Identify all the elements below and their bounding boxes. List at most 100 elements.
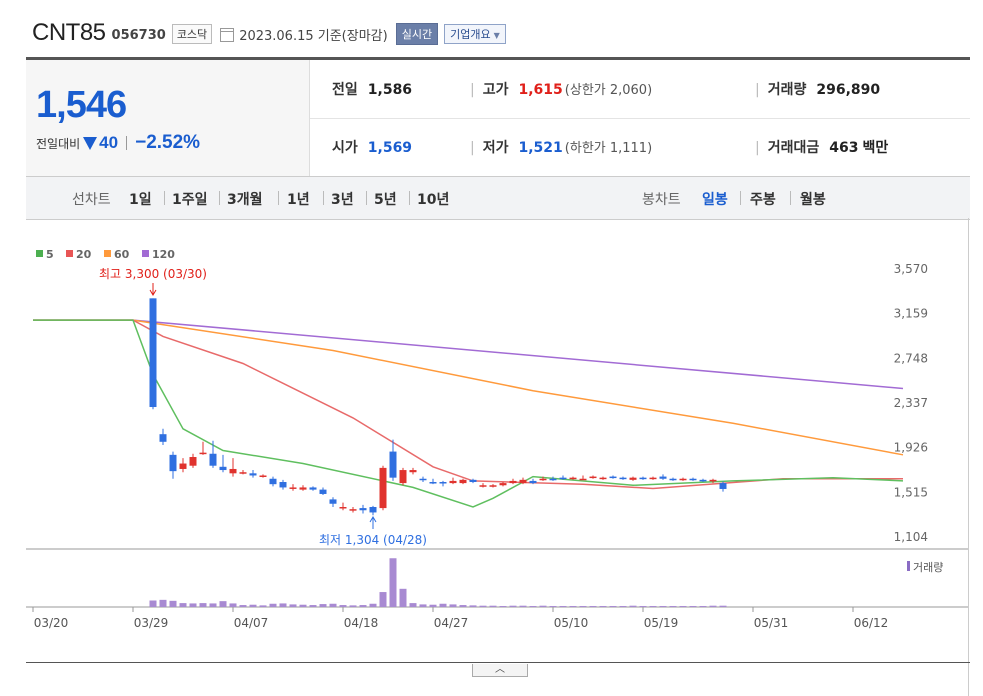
stock-name: CNT85 (32, 19, 106, 46)
candle-body (569, 477, 577, 480)
chevron-up-icon: ︿ (495, 664, 505, 675)
period-divider (278, 191, 279, 205)
collapse-toggle-button[interactable]: ︿ (472, 664, 528, 677)
candle-body (489, 485, 497, 487)
volume-bar (339, 605, 347, 607)
candle-body (209, 453, 217, 466)
period-divider (219, 191, 220, 205)
candle-body (459, 479, 467, 484)
trade-value-label: 거래대금 (767, 140, 820, 156)
candle-body (619, 477, 627, 480)
candle-body (329, 499, 337, 504)
candle-body (159, 434, 167, 442)
candle-body (169, 454, 177, 472)
period-divider (164, 191, 165, 205)
volume-bar (619, 606, 627, 607)
candle-body (499, 483, 507, 486)
volume-value: 296,890 (816, 82, 881, 98)
realtime-button[interactable]: 실시간 (395, 23, 439, 45)
legend-swatch (36, 250, 43, 257)
candle-body (479, 485, 487, 487)
volume-bar (539, 605, 547, 607)
stock-code: 056730 (111, 27, 166, 43)
period-1w[interactable]: 1주일 (172, 192, 208, 208)
period-monthly[interactable]: 월봉 (800, 192, 826, 208)
caret-down-icon: ▼ (493, 31, 500, 40)
candle-body (409, 470, 417, 473)
y-tick-label: 1,104 (894, 530, 928, 544)
candle-body (349, 509, 357, 511)
candle-body (449, 480, 457, 484)
period-1y[interactable]: 1년 (287, 192, 310, 208)
period-3m[interactable]: 3개월 (227, 192, 263, 208)
volume-bar (199, 603, 207, 607)
volume-bar (699, 606, 707, 607)
trade-value-unit: 백만 (862, 140, 889, 156)
low-label: 저가 (482, 140, 509, 156)
period-5y[interactable]: 5년 (374, 192, 397, 208)
volume-bar (629, 605, 637, 607)
x-tick-label: 04/18 (344, 616, 379, 630)
period-3y[interactable]: 3년 (331, 192, 354, 208)
period-weekly[interactable]: 주봉 (750, 192, 776, 208)
volume-bar (209, 603, 217, 607)
volume-bar (419, 604, 427, 607)
volume-bar (239, 605, 247, 607)
period-bar: 선차트 1일 1주일 3개월 1년 3년 5년 10년 봉차트 일봉 주봉 월봉 (26, 176, 970, 220)
candle-body (269, 478, 277, 485)
volume-label: 거래량 (913, 561, 943, 574)
candle-body (439, 482, 447, 484)
volume-bar (569, 606, 577, 607)
trade-value-amount: 463 (829, 140, 859, 156)
volume-bar (469, 605, 477, 607)
period-10y[interactable]: 10년 (417, 192, 450, 208)
candle-body (389, 451, 397, 478)
volume: | 거래량 296,890 (755, 79, 880, 99)
down-triangle-icon (83, 136, 98, 150)
volume-bar (219, 601, 227, 607)
price-change: 전일대비 40 −2.52% (36, 132, 200, 154)
market-badge: 코스닥 (171, 24, 213, 44)
high-label: 고가 (482, 82, 509, 98)
x-tick-label: 05/19 (644, 616, 679, 630)
volume-bar (309, 605, 317, 607)
volume-bar (249, 604, 257, 607)
candle-body (649, 477, 657, 480)
candle-body (519, 479, 527, 484)
volume-bar (519, 605, 527, 607)
candle-body (609, 476, 617, 479)
pipe-divider: | (755, 140, 760, 156)
volume-bar (299, 604, 307, 607)
company-overview-button[interactable]: 기업개요 ▼ (444, 24, 506, 44)
change-separator (126, 136, 128, 150)
ma-line-20 (33, 319, 903, 490)
x-tick-label: 03/20 (34, 616, 69, 630)
volume-bar (599, 606, 607, 607)
volume-bar (369, 603, 377, 607)
volume-bar (719, 605, 727, 607)
volume-bar (409, 603, 417, 607)
candle-body (289, 487, 297, 489)
period-1d[interactable]: 1일 (129, 192, 152, 208)
volume-bar (649, 606, 657, 607)
x-tick-label: 03/29 (134, 616, 169, 630)
prev-close-label: 전일 (332, 82, 358, 98)
legend-swatch (142, 250, 149, 257)
legend-swatch (66, 250, 73, 257)
calendar-icon (220, 27, 235, 42)
period-daily[interactable]: 일봉 (702, 192, 728, 208)
pipe-divider: | (755, 82, 760, 98)
arrow-down-icon (149, 289, 157, 296)
volume-label: 거래량 (767, 82, 807, 98)
lower-limit: (하한가 1,111) (564, 141, 653, 156)
candle-chart-label: 봉차트 (642, 192, 681, 208)
upper-limit: (상한가 2,060) (564, 83, 653, 98)
top-divider (26, 57, 970, 60)
volume-bar (679, 606, 687, 607)
period-divider (323, 191, 324, 205)
volume-bar (289, 604, 297, 607)
candle-body (419, 478, 427, 481)
annotation-high: 최고 3,300 (03/30) (99, 267, 207, 281)
candle-body (219, 466, 227, 471)
trade-value: | 거래대금 463 백만 (755, 137, 888, 157)
